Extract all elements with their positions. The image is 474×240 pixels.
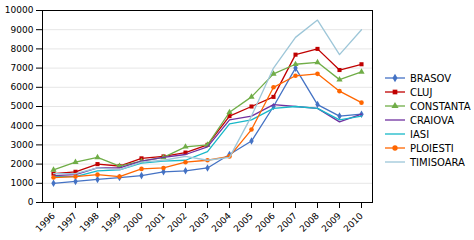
- svg-text:1997: 1997: [56, 211, 79, 234]
- html-text:PLOIESTI: PLOIESTI: [410, 142, 454, 154]
- svg-text:1996: 1996: [34, 211, 57, 234]
- svg-text:4000: 4000: [11, 121, 34, 131]
- svg-text:1999: 1999: [100, 211, 123, 234]
- html-text:BRASOV: BRASOV: [410, 72, 452, 84]
- html-text:TIMISOARA: TIMISOARA: [410, 156, 465, 168]
- svg-text:2001: 2001: [144, 211, 167, 234]
- svg-text:3000: 3000: [11, 140, 34, 150]
- svg-text:2009: 2009: [320, 211, 343, 234]
- html-text:CLUJ: CLUJ: [410, 86, 433, 98]
- html-text:CONSTANTA: CONSTANTA: [410, 100, 471, 112]
- svg-text:2007: 2007: [276, 211, 299, 234]
- svg-text:2005: 2005: [232, 211, 255, 234]
- svg-text:7000: 7000: [11, 63, 34, 73]
- svg-text:2004: 2004: [210, 211, 233, 234]
- svg-text:1998: 1998: [78, 211, 101, 234]
- svg-text:2008: 2008: [298, 211, 321, 234]
- svg-text:5000: 5000: [11, 101, 34, 111]
- svg-text:2006: 2006: [254, 211, 277, 234]
- svg-text:8000: 8000: [11, 44, 34, 54]
- svg-text:2000: 2000: [11, 159, 34, 169]
- svg-text:2000: 2000: [122, 211, 145, 234]
- svg-text:9000: 9000: [11, 25, 34, 35]
- svg-text:6000: 6000: [11, 82, 34, 92]
- svg-text:1000: 1000: [11, 178, 34, 188]
- svg-text:2003: 2003: [188, 211, 211, 234]
- svg-text:2002: 2002: [166, 211, 189, 234]
- svg-text:10000: 10000: [5, 5, 34, 15]
- html-text:CRAIOVA: CRAIOVA: [410, 114, 455, 126]
- html-text:IASI: IASI: [410, 128, 430, 140]
- svg-text:0: 0: [28, 197, 34, 207]
- svg-text:2010: 2010: [342, 211, 365, 234]
